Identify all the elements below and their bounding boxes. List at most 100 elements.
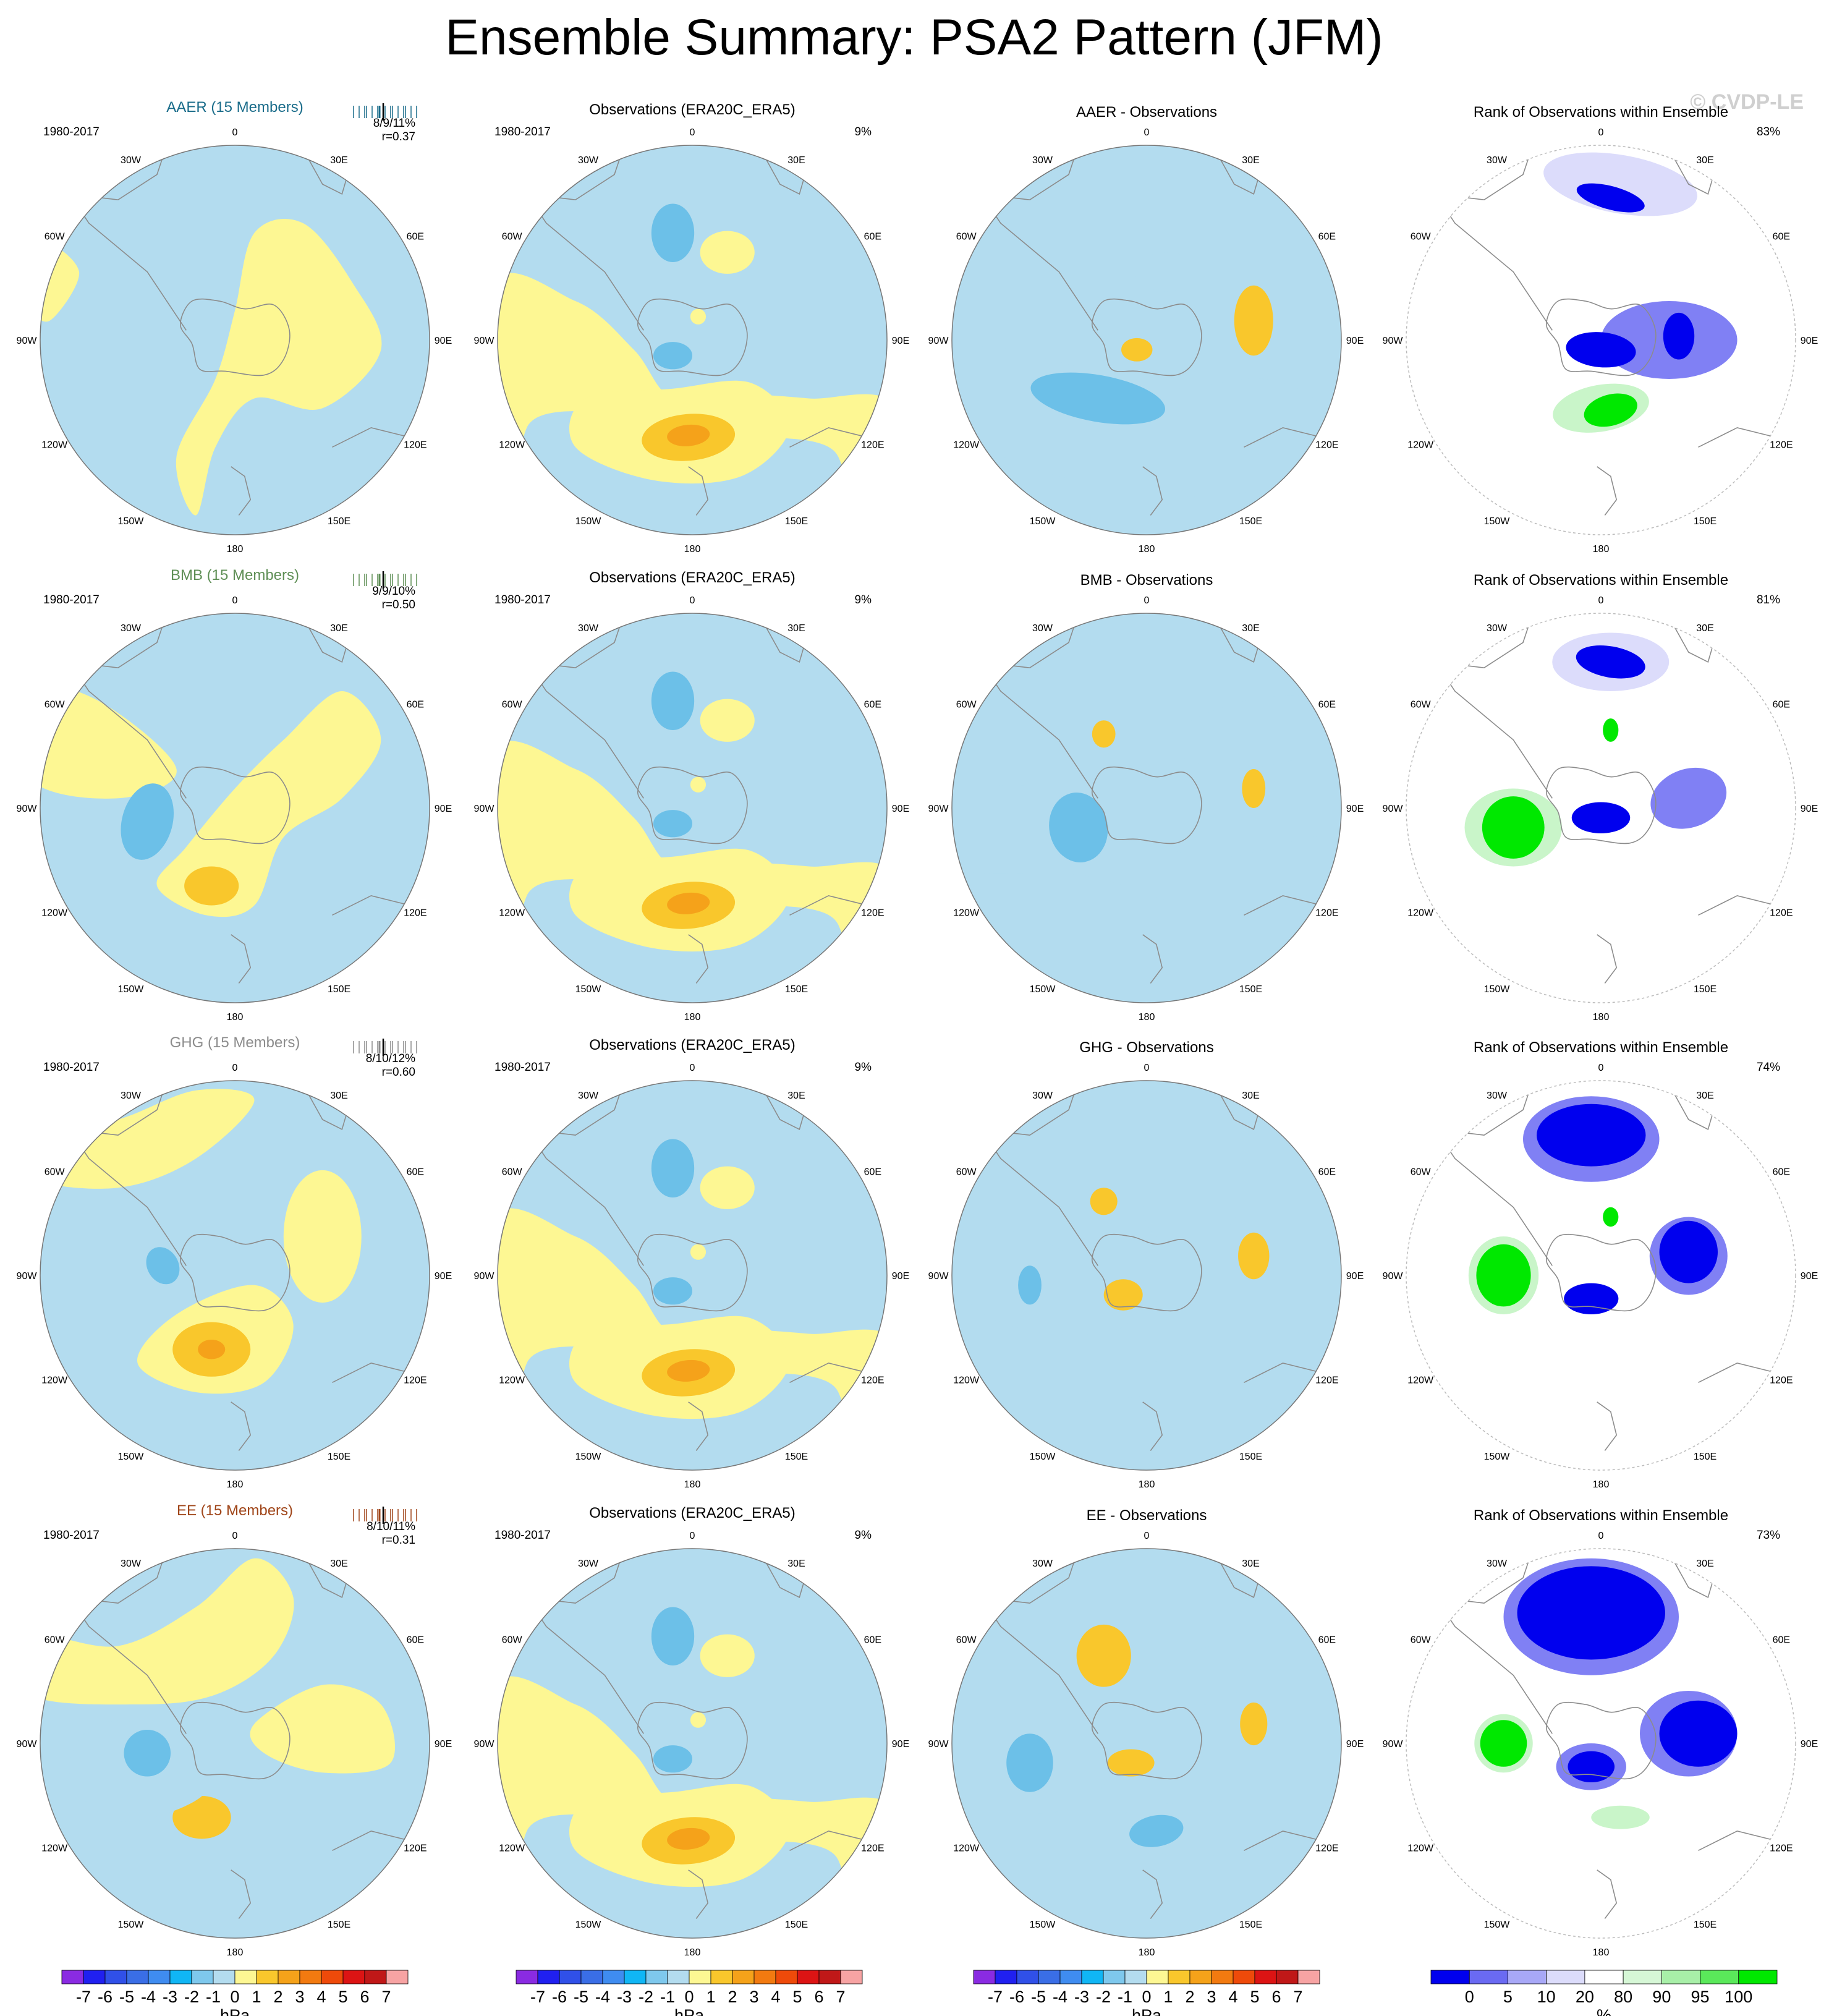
colorbar-tick: -2: [184, 1988, 199, 2006]
colorbar-tick: 6: [814, 1988, 823, 2006]
contour-region: [653, 1745, 692, 1773]
longitude-label: 30W: [121, 623, 142, 634]
colorbar-tick: -7: [530, 1988, 545, 2006]
colorbar-swatch: [364, 1970, 387, 1984]
longitude-label: 180: [1593, 1947, 1610, 1958]
colorbar-tick: -1: [206, 1988, 221, 2006]
longitude-label: 90E: [435, 336, 452, 346]
contour-region: [1121, 338, 1153, 362]
longitude-label: 30E: [1696, 155, 1713, 166]
colorbar-swatch: [818, 1970, 841, 1984]
coastline: [1091, 766, 1202, 844]
contour-region: [1129, 1814, 1184, 1847]
spread-stats: 9/9/10%: [372, 585, 415, 598]
longitude-label: 150W: [575, 1452, 602, 1462]
longitude-label: 90W: [474, 804, 495, 814]
longitude-label: 90E: [1801, 804, 1818, 814]
panel-title: EE - Observations: [1087, 1507, 1207, 1524]
map-field: [498, 145, 887, 535]
longitude-label: 60E: [1318, 1167, 1336, 1178]
coastline: [1545, 298, 1657, 376]
longitude-label: 150W: [1484, 1452, 1511, 1462]
longitude-label: 60W: [956, 1635, 977, 1646]
coastline: [1545, 1233, 1657, 1312]
spread-stats: 8/9/11%: [373, 117, 415, 130]
contour-region: [653, 1277, 692, 1305]
contour-region: [1143, 1159, 1244, 1249]
colorbar-swatch: [386, 1970, 409, 1984]
longitude-label: 90W: [17, 804, 38, 814]
longitude-label: 30E: [1696, 1091, 1713, 1101]
longitude-label: 120E: [1770, 440, 1793, 451]
colorbar-tick: 20: [1576, 1988, 1594, 2006]
contour-region: [1584, 393, 1637, 427]
longitude-label: 120E: [404, 1376, 426, 1386]
contour-region: [124, 1729, 171, 1777]
longitude-label: 60W: [1411, 232, 1432, 242]
colorbar-tick: 1: [706, 1988, 715, 2006]
longitude-label: 30W: [1487, 623, 1508, 634]
longitude-label: 30W: [1032, 623, 1053, 634]
colorbar-tick: 0: [1465, 1988, 1474, 2006]
map-field: [952, 145, 1341, 535]
map-field: [40, 1081, 430, 1470]
map-field: [498, 1081, 887, 1470]
contour-region: [653, 342, 692, 370]
colorbar-swatch: [1738, 1970, 1778, 1984]
colorbar-tick: 2: [1185, 1988, 1194, 2006]
longitude-label: 150E: [785, 984, 808, 995]
longitude-label: 180: [1139, 1479, 1155, 1490]
colorbar-swatch: [342, 1970, 365, 1984]
colorbar-swatch: [169, 1970, 192, 1984]
longitude-label: 30E: [1242, 1559, 1259, 1569]
longitude-label: 90E: [1346, 336, 1364, 346]
contour-region: [1135, 252, 1197, 292]
colorbar-tick: -7: [76, 1988, 91, 2006]
map-field: [498, 613, 887, 1003]
colorbar-tick: 5: [338, 1988, 347, 2006]
coastline: [637, 766, 748, 844]
longitude-label: 120W: [499, 1844, 525, 1854]
longitude-label: 180: [227, 1012, 244, 1023]
rank-pct: 83%: [1757, 125, 1780, 138]
correlation-label: r=0.37: [382, 130, 415, 143]
correlation-label: r=0.31: [382, 1534, 415, 1547]
contour-region: [1242, 769, 1266, 808]
longitude-label: 150W: [1030, 1452, 1056, 1462]
longitude-label: 90E: [435, 804, 452, 814]
longitude-label: 60E: [407, 700, 424, 710]
longitude-label: 60W: [502, 232, 523, 242]
longitude-label: 120E: [404, 1844, 426, 1854]
colorbar-tick: 5: [1250, 1988, 1259, 2006]
longitude-label: 90W: [1383, 804, 1404, 814]
longitude-label: 150W: [1484, 1920, 1511, 1930]
coastline: [637, 298, 748, 376]
colorbar-tick: -2: [1096, 1988, 1111, 2006]
colorbar-swatch: [1297, 1970, 1320, 1984]
longitude-label: 150W: [118, 984, 145, 995]
contour-region: [700, 699, 755, 742]
correlation-label: r=0.50: [382, 598, 415, 611]
colorbar-swatch: [840, 1970, 863, 1984]
colorbar-swatch: [256, 1970, 279, 1984]
longitude-label: 120E: [1770, 1844, 1793, 1854]
contour-region: [690, 776, 707, 793]
longitude-label: 60E: [1318, 700, 1336, 710]
longitude-label: 30E: [787, 155, 805, 166]
contour-region: [40, 1558, 294, 1705]
longitude-label: 90W: [928, 1739, 949, 1750]
coastline: [688, 1869, 709, 1919]
rank-pct: 81%: [1757, 593, 1780, 606]
colorbar-unit: %: [1597, 2006, 1611, 2016]
rank-pct: 73%: [1757, 1529, 1780, 1542]
contour-region: [1108, 1749, 1155, 1777]
colorbar-tick: 2: [728, 1988, 737, 2006]
longitude-label: 60E: [1773, 232, 1790, 242]
contour-region: [651, 1139, 695, 1197]
map-border: [497, 613, 888, 1003]
longitude-label: 90W: [928, 804, 949, 814]
longitude-label: 30E: [330, 155, 347, 166]
longitude-label: 90W: [474, 1739, 495, 1750]
colorbar-tick: 95: [1691, 1988, 1710, 2006]
longitude-label: 0: [690, 1531, 695, 1541]
